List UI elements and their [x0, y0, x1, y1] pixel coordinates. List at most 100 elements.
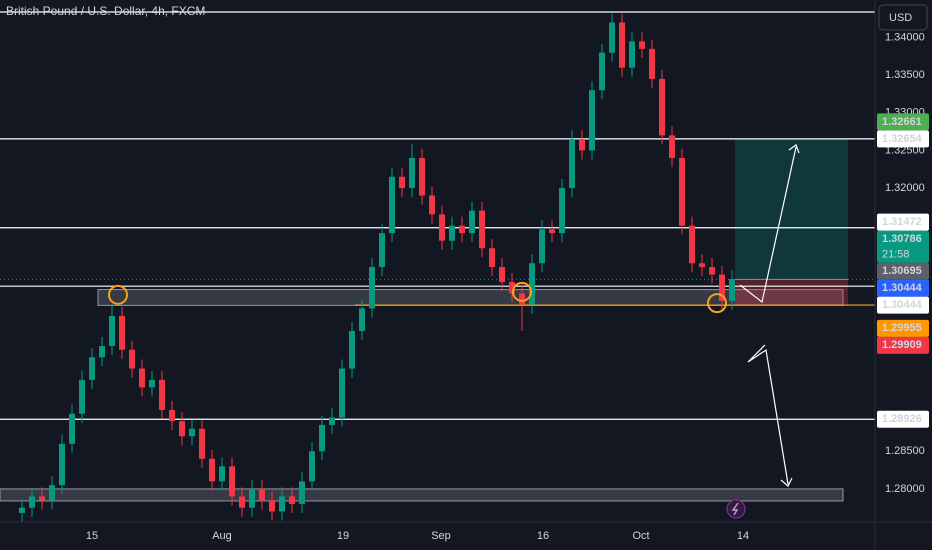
candle-body	[639, 41, 645, 49]
price-label-box	[877, 319, 929, 337]
candle-body	[179, 421, 185, 437]
candle-body	[269, 500, 275, 512]
price-label-box	[877, 336, 929, 354]
candle-body	[559, 188, 565, 234]
candle-body	[239, 496, 245, 508]
candle-body	[129, 349, 135, 369]
candle-body	[249, 488, 255, 508]
candle-body	[139, 368, 145, 388]
target-zone	[735, 138, 848, 280]
candle-body	[689, 225, 695, 264]
price-label-box	[877, 213, 929, 231]
y-tick-label: 1.33500	[885, 69, 925, 81]
currency: USD	[889, 12, 912, 24]
price-label: 1.32661	[882, 116, 922, 128]
price-label: 1.30444	[882, 282, 923, 294]
x-tick-label: Oct	[632, 530, 649, 542]
candle-body	[629, 41, 635, 68]
candle-body	[59, 443, 65, 486]
candle-body	[309, 451, 315, 482]
x-tick-label: 19	[337, 530, 349, 542]
candle-body	[399, 176, 405, 189]
plot-area	[0, 11, 875, 522]
candle-body	[599, 52, 605, 91]
event-bolt	[731, 502, 739, 516]
candle-body	[519, 293, 525, 305]
candle-body	[429, 195, 435, 215]
up-arrow	[739, 146, 797, 304]
candle-body	[199, 428, 205, 459]
candle-body	[329, 417, 335, 425]
arrowhead	[780, 477, 793, 487]
candle-body	[89, 357, 95, 380]
candle-body	[539, 229, 545, 264]
marker	[512, 281, 532, 302]
candle-body	[359, 308, 365, 331]
candle-body	[119, 315, 125, 350]
candle-body	[529, 263, 535, 305]
candle-body	[39, 496, 45, 501]
price-label: 1.28926	[882, 413, 922, 425]
x-tick-label: 14	[737, 530, 749, 542]
x-tick-label: 15	[86, 530, 98, 542]
candle-body	[419, 157, 425, 196]
event-circle	[726, 499, 746, 519]
candle-body	[729, 279, 735, 301]
candle-body	[589, 90, 595, 151]
candle-body	[69, 413, 75, 444]
candle-body	[389, 176, 395, 234]
y-tick-label: 1.34000	[885, 32, 925, 44]
candle-body	[489, 248, 495, 268]
candle-body	[319, 424, 325, 452]
candle-body	[579, 139, 585, 151]
candle-body	[149, 379, 155, 388]
stop-zone	[735, 279, 848, 306]
price-label-box	[877, 279, 929, 297]
price-label: 1.32654	[882, 133, 923, 145]
x-tick-label: 16	[537, 530, 549, 542]
candle-body	[719, 274, 725, 301]
zone	[0, 488, 844, 502]
candle-body	[709, 267, 715, 275]
candle-body	[339, 368, 345, 418]
candle-body	[229, 466, 235, 497]
candle-body	[109, 315, 115, 346]
candle-body	[79, 379, 85, 414]
candle-body	[469, 210, 475, 234]
candle-body	[99, 345, 105, 358]
y-tick-label: 1.32000	[885, 182, 925, 194]
candle-body	[479, 210, 485, 249]
candle-body	[369, 267, 375, 309]
candle-body	[549, 229, 555, 234]
candle-body	[259, 488, 265, 501]
price-label-box	[877, 262, 929, 280]
price-label-box	[877, 410, 929, 428]
candle-body	[159, 379, 165, 410]
countdown: 21:58	[882, 248, 910, 260]
candle-body	[669, 135, 675, 158]
candle-body	[169, 409, 175, 422]
marker	[108, 284, 128, 305]
candle-body	[289, 496, 295, 504]
candle-body	[379, 233, 385, 268]
events-icon[interactable]	[726, 499, 746, 519]
arrows	[739, 144, 800, 487]
candle-body	[299, 481, 305, 504]
candle-body	[19, 507, 25, 513]
price-label-box	[877, 230, 929, 263]
price-label: 1.30786	[882, 233, 922, 245]
candle-body	[679, 157, 685, 226]
price-label: 1.31472	[882, 216, 922, 228]
candle-body	[449, 225, 455, 241]
candle-body	[209, 458, 215, 482]
x-tick-label: Sep	[431, 530, 451, 542]
marker	[707, 293, 727, 314]
arrowhead	[788, 144, 800, 154]
price-label-box	[877, 130, 929, 148]
currency-button[interactable]	[878, 4, 928, 31]
candle-body	[349, 330, 355, 369]
candle-body	[189, 428, 195, 437]
candle-body	[699, 263, 705, 268]
